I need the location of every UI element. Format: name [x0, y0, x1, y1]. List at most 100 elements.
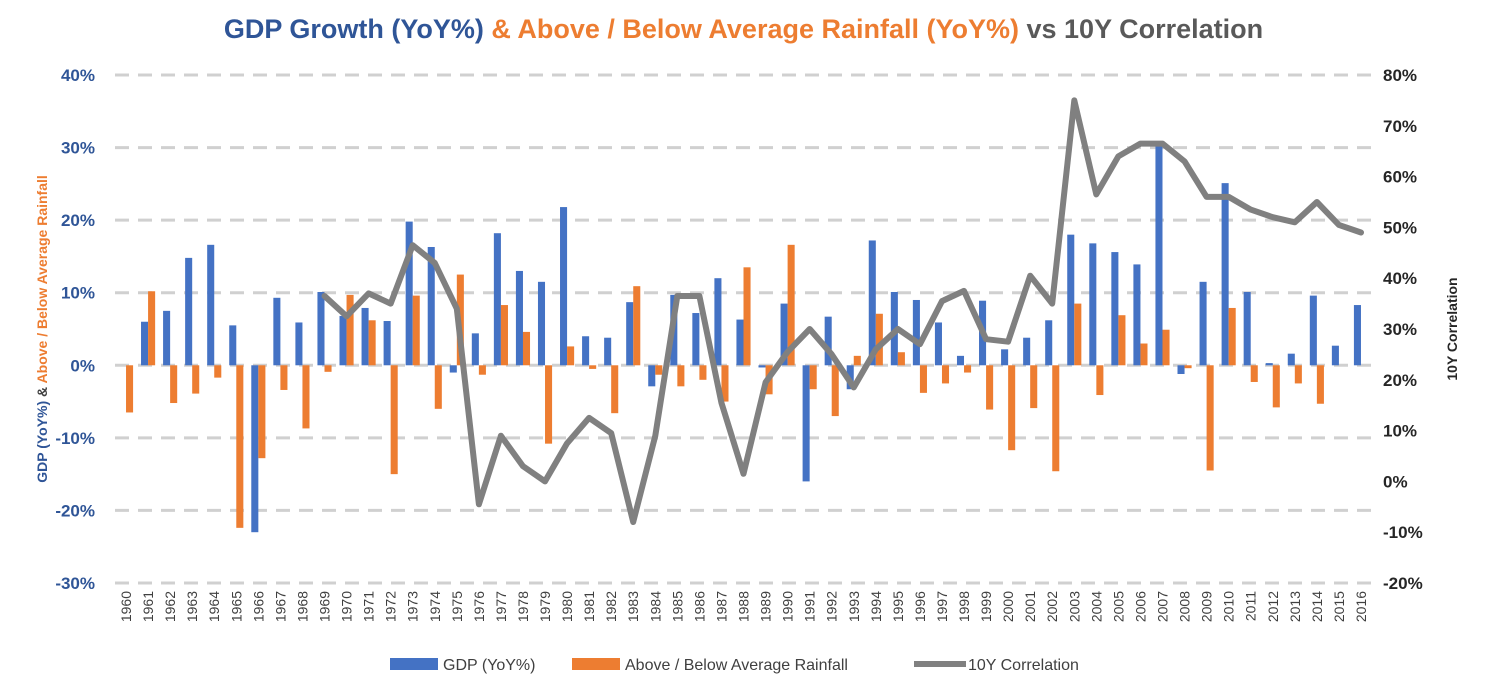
x-tick-label: 1991 [802, 591, 818, 622]
rainfall-bar [941, 365, 950, 384]
left-tick-label: -10% [55, 429, 95, 448]
rainfall-bar [236, 365, 244, 528]
x-tick-label: 1982 [603, 591, 619, 622]
gdp-bar [515, 270, 523, 366]
x-tick-label: 1997 [934, 591, 950, 622]
rainfall-bar [126, 365, 134, 413]
right-tick-label: 60% [1383, 168, 1417, 187]
x-tick-label: 1969 [317, 591, 333, 622]
x-tick-label: 1981 [581, 591, 597, 622]
right-tick-label: 70% [1383, 117, 1417, 136]
left-axis-title-part: GDP (YoY%) [34, 401, 50, 483]
rainfall-bar [1162, 329, 1170, 366]
x-tick-label: 1976 [471, 591, 487, 622]
left-tick-label: 30% [61, 139, 95, 158]
rainfall-bar [589, 365, 597, 369]
gdp-bar [1177, 365, 1185, 374]
x-tick-label: 1977 [493, 591, 509, 622]
x-tick-label: 1996 [912, 591, 928, 622]
gdp-bar [537, 281, 546, 366]
left-tick-label: -20% [55, 501, 95, 520]
legend-swatch-rainfall [572, 658, 620, 670]
x-tick-label: 1992 [824, 591, 840, 622]
x-tick-label: 2009 [1199, 591, 1215, 622]
x-tick-label: 2015 [1331, 591, 1347, 622]
x-tick-label: 2012 [1265, 591, 1281, 622]
rainfall-bar [500, 305, 508, 366]
x-tick-label: 1989 [758, 591, 774, 622]
title-part-gdp: GDP Growth (YoY%) [223, 14, 484, 44]
x-tick-label: 1964 [206, 591, 222, 622]
gdp-bar [295, 322, 303, 366]
rainfall-bar [478, 365, 486, 375]
rainfall-bar [368, 320, 376, 366]
rainfall-bar [809, 365, 817, 390]
rainfall-bar [897, 352, 905, 366]
left-axis-title-part: Above / Below Average Rainfall [34, 175, 50, 383]
rainfall-bar [831, 365, 839, 417]
gdp-bar [1023, 337, 1031, 366]
legend-label-gdp: GDP (YoY%) [443, 657, 535, 674]
x-tick-label: 1968 [294, 591, 310, 622]
x-tick-label: 1972 [383, 591, 399, 622]
gdp-bar [714, 278, 722, 366]
rainfall-bar [611, 365, 619, 414]
x-tick-label: 1984 [647, 591, 663, 622]
rainfall-bar [1184, 365, 1192, 369]
gdp-bar [1155, 143, 1163, 366]
gdp-bar [802, 365, 810, 482]
x-tick-label: 1974 [427, 591, 443, 622]
left-tick-label: 0% [70, 356, 95, 375]
x-tick-label: 1963 [184, 591, 200, 622]
rainfall-bar [1030, 365, 1038, 409]
gdp-bar [1265, 363, 1273, 366]
x-tick-label: 2008 [1177, 591, 1193, 622]
rainfall-bar [986, 365, 994, 410]
gdp-bar [1243, 291, 1251, 366]
rainfall-bar [677, 365, 685, 387]
x-tick-label: 2007 [1155, 591, 1171, 622]
gdp-bar [1045, 320, 1053, 366]
rainfall-bar [875, 313, 883, 366]
rainfall-bar [1008, 365, 1016, 451]
gdp-bar [1067, 234, 1075, 366]
rainfall-bar [390, 365, 398, 475]
rainfall-bar [214, 365, 222, 378]
gdp-bar [207, 244, 215, 366]
gdp-bar [185, 257, 193, 366]
gdp-bar [229, 325, 237, 366]
rainfall-bar [545, 365, 553, 444]
gdp-bar [493, 233, 501, 366]
rainfall-bar [1206, 365, 1214, 471]
right-axis-title: 10Y Correlation [1444, 277, 1460, 380]
gdp-bar [934, 322, 942, 366]
gdp-bar [956, 355, 965, 366]
gdp-bar [1199, 281, 1207, 366]
title-part-correlation: vs 10Y Correlation [1019, 14, 1264, 44]
gdp-bar [1133, 264, 1141, 366]
gdp-bar [780, 303, 788, 366]
x-tick-label: 2002 [1044, 591, 1060, 622]
x-tick-label: 1999 [978, 591, 994, 622]
rainfall-bar [280, 365, 288, 390]
gdp-bar [427, 246, 435, 366]
gdp-bar [824, 316, 832, 366]
legend-label-correlation: 10Y Correlation [968, 657, 1079, 674]
gdp-bar [912, 299, 920, 366]
right-tick-label: 50% [1383, 218, 1417, 237]
gdp-bar [273, 297, 281, 366]
x-tick-label: 1998 [956, 591, 972, 622]
x-tick-label: 1988 [736, 591, 752, 622]
rainfall-bar [302, 365, 310, 429]
legend-swatch-gdp [390, 658, 438, 670]
right-tick-label: 30% [1383, 320, 1417, 339]
x-tick-label: 1987 [713, 591, 729, 622]
x-tick-label: 2010 [1221, 591, 1237, 622]
left-tick-label: 20% [61, 211, 95, 230]
x-tick-label: 1979 [537, 591, 553, 622]
x-tick-label: 1980 [559, 591, 575, 622]
right-tick-label: 40% [1383, 269, 1417, 288]
gdp-bar [604, 337, 612, 366]
rainfall-bar [1250, 365, 1258, 382]
